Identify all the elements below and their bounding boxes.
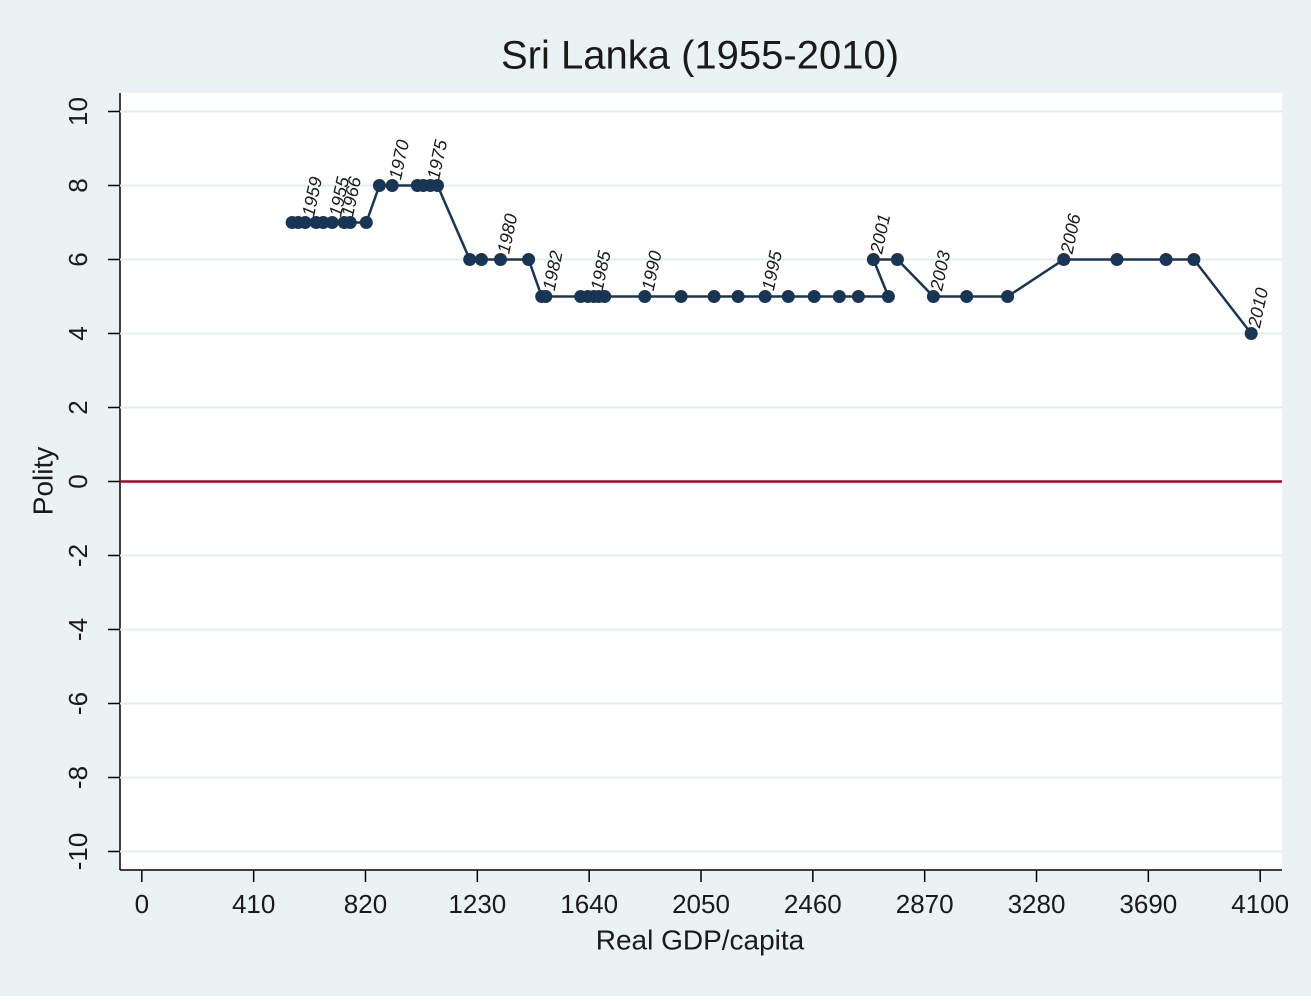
- x-tick-label: 0: [135, 889, 149, 919]
- y-tick-label: 8: [63, 178, 93, 192]
- data-point: [298, 216, 312, 229]
- data-point: [359, 216, 373, 229]
- data-point: [316, 216, 330, 229]
- y-axis-title: Polity: [27, 447, 58, 515]
- data-point: [758, 290, 772, 303]
- data-point: [598, 290, 612, 303]
- data-point: [474, 253, 488, 266]
- data-point: [463, 253, 477, 266]
- data-point: [851, 290, 865, 303]
- data-point: [1110, 253, 1124, 266]
- x-tick-label: 2460: [784, 889, 842, 919]
- x-tick-label: 1230: [448, 889, 506, 919]
- data-point: [731, 290, 745, 303]
- data-point: [807, 290, 821, 303]
- data-point: [325, 216, 339, 229]
- data-point: [926, 290, 940, 303]
- y-tick-label: 0: [63, 474, 93, 488]
- x-tick-label: 4100: [1231, 889, 1289, 919]
- data-point: [781, 290, 795, 303]
- data-point: [866, 253, 880, 266]
- x-tick-label: 3280: [1008, 889, 1066, 919]
- data-point: [638, 290, 652, 303]
- x-tick-label: 3690: [1119, 889, 1177, 919]
- data-point: [1187, 253, 1201, 266]
- data-point: [832, 290, 846, 303]
- y-tick-label: 6: [63, 252, 93, 266]
- data-point: [372, 179, 386, 192]
- data-point: [494, 253, 508, 266]
- data-point: [385, 179, 399, 192]
- data-point: [343, 216, 357, 229]
- y-tick-label: 4: [63, 326, 93, 340]
- data-point: [881, 290, 895, 303]
- data-point: [1159, 253, 1173, 266]
- y-tick-label: 10: [63, 97, 93, 126]
- y-tick-label: 2: [63, 400, 93, 414]
- data-point: [1244, 327, 1258, 340]
- data-point: [431, 179, 445, 192]
- chart-title: Sri Lanka (1955-2010): [501, 34, 899, 78]
- x-tick-label: 2050: [672, 889, 730, 919]
- data-point: [1001, 290, 1015, 303]
- y-tick-label: -10: [63, 833, 93, 871]
- data-point: [1057, 253, 1071, 266]
- data-point: [960, 290, 974, 303]
- y-tick-label: -2: [63, 544, 93, 567]
- data-point: [707, 290, 721, 303]
- x-tick-label: 410: [232, 889, 275, 919]
- data-point: [522, 253, 536, 266]
- data-point: [890, 253, 904, 266]
- data-point: [674, 290, 688, 303]
- y-tick-label: -4: [63, 618, 93, 641]
- y-tick-label: -6: [63, 692, 93, 715]
- data-point: [539, 290, 553, 303]
- y-tick-label: -8: [63, 766, 93, 789]
- x-tick-label: 2870: [896, 889, 954, 919]
- x-axis-title: Real GDP/capita: [596, 924, 805, 955]
- x-tick-label: 1640: [560, 889, 618, 919]
- x-tick-label: 820: [344, 889, 387, 919]
